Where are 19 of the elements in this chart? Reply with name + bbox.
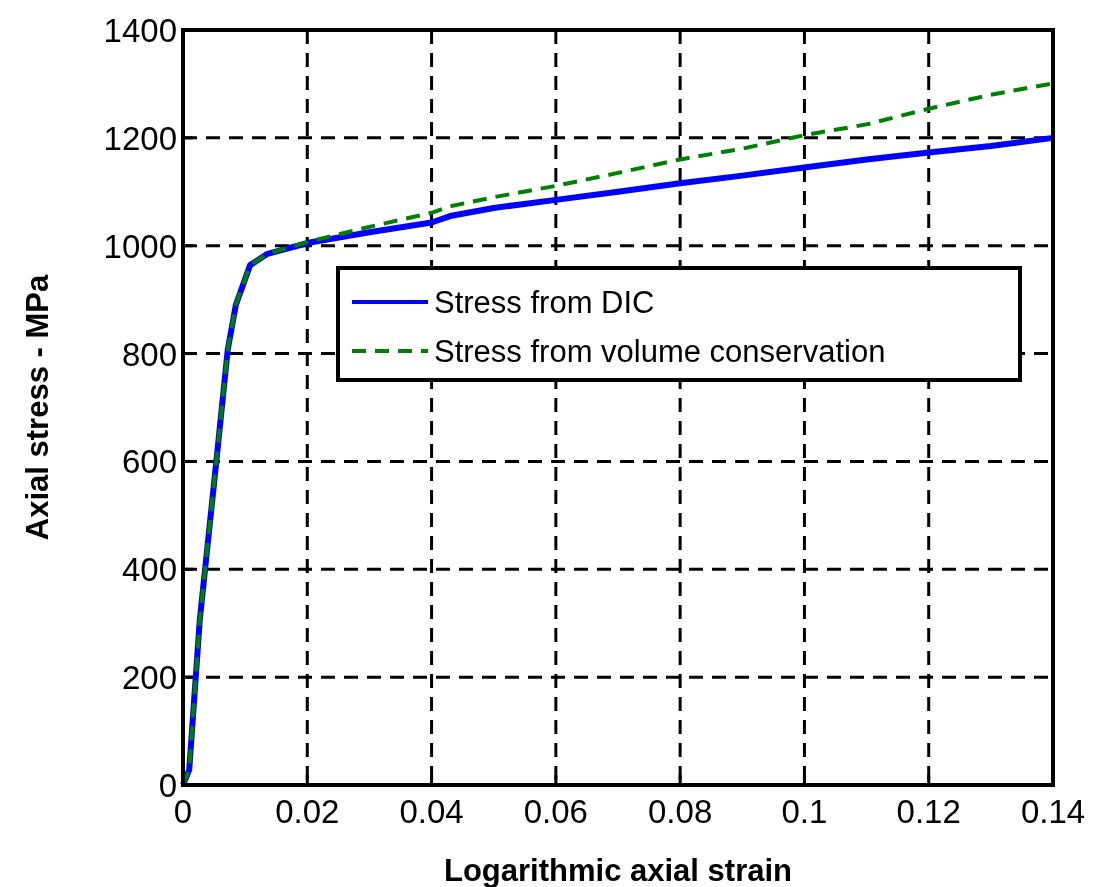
y-tick-label: 1200 (103, 119, 177, 157)
x-axis-title: Logarithmic axial strain (444, 853, 792, 887)
y-axis-title: Axial stress - MPa (20, 274, 55, 541)
legend-label: Stress from DIC (434, 285, 655, 320)
y-tick-label: 400 (121, 551, 177, 589)
y-tick-label: 600 (121, 443, 177, 481)
y-tick-label: 200 (121, 659, 177, 697)
x-tick-label: 0.1 (781, 793, 828, 830)
legend-label: Stress from volume conservation (434, 334, 886, 369)
y-tick-label: 1000 (103, 227, 177, 265)
x-tick-label: 0.12 (896, 793, 961, 830)
x-tick-label: 0.06 (523, 793, 588, 830)
y-tick-label: 800 (121, 335, 177, 373)
x-tick-label: 0.04 (399, 793, 464, 830)
x-tick-label: 0.02 (275, 793, 340, 830)
y-tick-label: 1400 (103, 12, 177, 49)
x-tick-label: 0.14 (1020, 793, 1086, 830)
x-tick-label: 0.08 (648, 793, 713, 830)
y-tick-label: 0 (158, 767, 177, 804)
